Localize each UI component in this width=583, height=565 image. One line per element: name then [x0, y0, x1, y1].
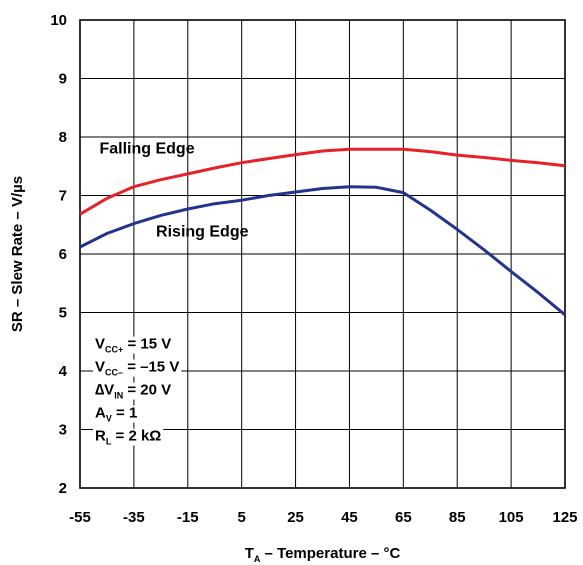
grid — [79, 19, 566, 489]
y-tick-label: 4 — [59, 363, 68, 380]
y-tick-label: 5 — [59, 305, 67, 322]
condition-line: RL = 2 kΩ — [95, 428, 161, 447]
x-tick-label: 85 — [449, 509, 466, 526]
y-tick-label: 8 — [59, 129, 67, 146]
y-tick-label: 3 — [59, 422, 67, 439]
condition-line: VCC– = –15 V — [95, 359, 179, 378]
x-tick-label: 125 — [552, 509, 577, 526]
series-group — [79, 147, 566, 316]
y-tick-label: 9 — [59, 71, 67, 88]
x-tick-label: 5 — [237, 509, 245, 526]
y-axis-title: SR – Slew Rate – V/µs — [9, 176, 26, 332]
x-axis-title-symbol: T — [245, 545, 254, 562]
falling-edge-label: Falling Edge — [99, 140, 194, 157]
plot-frame — [79, 19, 566, 489]
y-tick-label: 10 — [50, 12, 67, 29]
x-tick-label: -15 — [177, 509, 199, 526]
condition-line: VCC+ = 15 V — [95, 336, 171, 355]
condition-line: AV = 1 — [95, 405, 137, 424]
condition-line-background — [93, 382, 174, 400]
x-tick-label: 45 — [341, 509, 358, 526]
x-axis-title-subscript: A — [254, 554, 261, 564]
condition-line: ∆VIN = 20 V — [95, 382, 171, 401]
condition-line-background — [93, 428, 164, 446]
condition-line-background — [93, 336, 174, 354]
x-tick-label: 105 — [499, 509, 524, 526]
x-tick-label: -35 — [123, 509, 145, 526]
condition-line-background — [93, 405, 140, 423]
x-tick-label: 65 — [395, 509, 412, 526]
x-tick-label: 25 — [287, 509, 304, 526]
series-labels: Falling Edge Rising Edge — [99, 140, 248, 240]
y-tick-label: 7 — [59, 188, 67, 205]
y-tick-label: 6 — [59, 246, 67, 263]
rising-edge-label: Rising Edge — [156, 223, 249, 240]
x-tick-label: -55 — [69, 509, 91, 526]
condition-line-background — [93, 359, 182, 377]
conditions-annotation: VCC+ = 15 V VCC– = –15 V ∆VIN = 20 V AV = 1… — [93, 336, 182, 447]
x-axis-title: TA – Temperature – °C — [245, 545, 401, 564]
y-tick-label: 2 — [59, 480, 67, 497]
falling-edge-line — [79, 147, 566, 216]
x-axis-title-text: – Temperature – °C — [260, 545, 400, 562]
rising-edge-line — [79, 185, 566, 316]
